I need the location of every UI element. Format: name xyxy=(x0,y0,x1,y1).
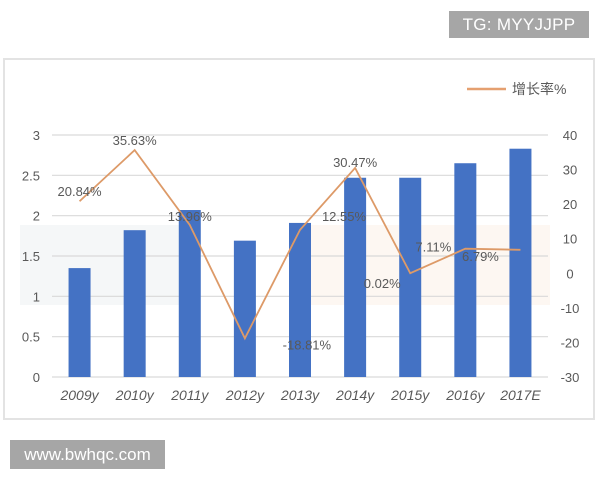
left-axis-tick: 2.5 xyxy=(22,168,40,183)
right-axis-tick: -10 xyxy=(561,301,580,316)
growth-rate-label: 13.96% xyxy=(168,209,213,224)
bar-series xyxy=(68,148,532,377)
x-axis-label: 2015y xyxy=(390,387,430,403)
bar xyxy=(289,222,311,377)
x-axis-label: 2014y xyxy=(335,387,375,403)
left-y-axis: 0 0.5 1 1.5 2 2.5 3 xyxy=(22,128,40,385)
x-axis-label: 2009y xyxy=(59,387,99,403)
bar xyxy=(399,177,422,377)
growth-rate-labels: 20.84% 35.63% 13.96% -18.81% 12.55% 30.47% 0.0… xyxy=(58,133,500,352)
x-axis-label: 2010y xyxy=(115,387,155,403)
right-axis-tick: 40 xyxy=(563,128,577,143)
x-axis-label: 2017E xyxy=(499,387,541,403)
background-watermark xyxy=(20,225,550,305)
legend: 增长率% xyxy=(467,81,566,97)
left-axis-tick: 0 xyxy=(33,370,40,385)
bar xyxy=(233,240,256,377)
left-axis-tick: 2 xyxy=(33,209,40,224)
growth-rate-line xyxy=(78,148,521,341)
growth-rate-label: -18.81% xyxy=(283,337,332,352)
growth-rate-label: 6.79% xyxy=(462,249,499,264)
growth-rate-label: 35.63% xyxy=(113,133,158,148)
left-axis-tick: 3 xyxy=(33,128,40,143)
right-axis-tick: -20 xyxy=(561,335,580,350)
left-axis-tick: 1 xyxy=(33,289,40,304)
growth-rate-label: 0.02% xyxy=(364,276,401,291)
x-axis-labels: 2009y 2010y 2011y 2012y 2013y 2014y 2015y 2016y… xyxy=(59,387,541,403)
growth-rate-label: 12.55% xyxy=(322,209,367,224)
bar xyxy=(68,268,91,377)
bar xyxy=(344,177,367,377)
right-y-axis: -30 -20 -10 0 10 20 30 40 xyxy=(561,128,580,385)
growth-rate-label: 7.11% xyxy=(415,240,451,255)
bar xyxy=(454,163,477,377)
growth-rate-label: 30.47% xyxy=(333,155,378,170)
tg-watermark-badge: TG: MYYJJPP xyxy=(449,11,589,38)
bar xyxy=(509,148,532,377)
x-axis-label: 2016y xyxy=(445,387,485,403)
growth-rate-label: 20.84% xyxy=(58,184,103,199)
legend-label: 增长率% xyxy=(512,81,566,97)
right-axis-tick: 30 xyxy=(563,163,577,178)
left-axis-tick: 0.5 xyxy=(22,330,40,345)
site-watermark-badge: www.bwhqc.com xyxy=(10,440,165,469)
x-axis-label: 2012y xyxy=(225,387,265,403)
bar xyxy=(178,210,201,377)
right-axis-tick: -30 xyxy=(561,370,580,385)
right-axis-tick: 0 xyxy=(566,266,573,281)
x-axis-label: 2011y xyxy=(170,387,209,403)
right-axis-tick: 10 xyxy=(563,232,577,247)
x-axis-label: 2013y xyxy=(280,387,320,403)
right-axis-tick: 20 xyxy=(563,197,577,212)
bar xyxy=(123,230,146,377)
left-axis-tick: 1.5 xyxy=(22,249,40,264)
